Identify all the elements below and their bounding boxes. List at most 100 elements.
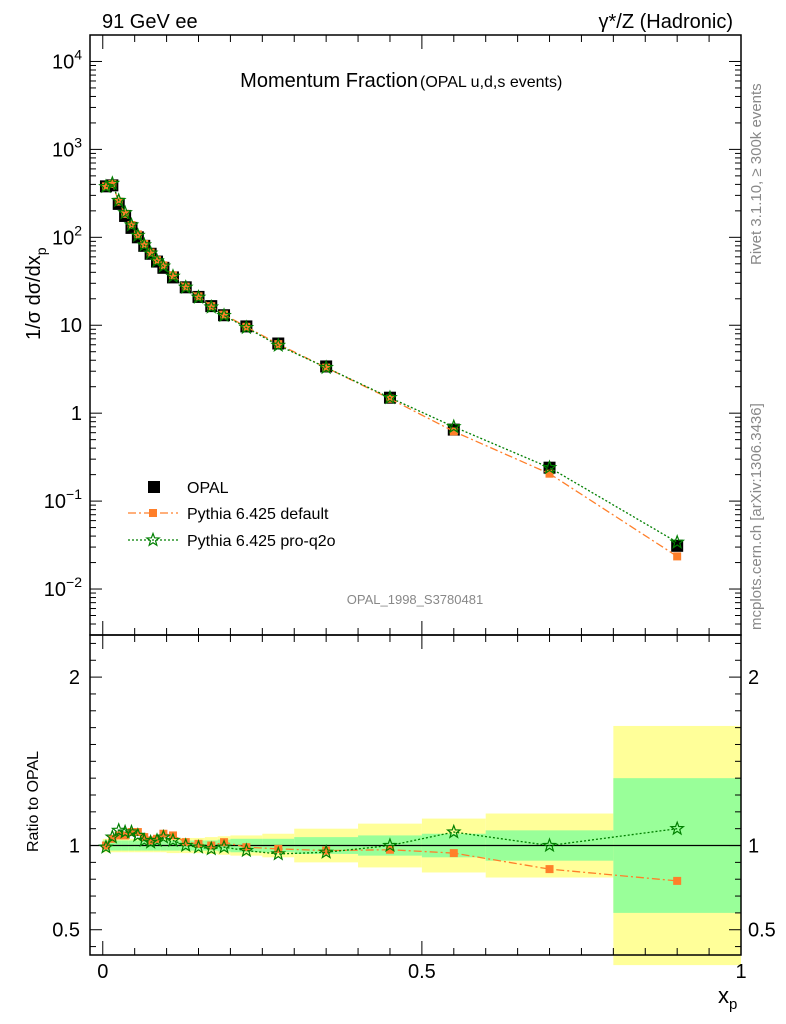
legend-item: Pythia 6.425 pro-q2o (128, 531, 336, 550)
ratio-default-point (449, 849, 458, 858)
pythia-default-point (181, 282, 190, 291)
x-axis-label: xp (718, 983, 737, 1013)
pythia-proq2o-point (104, 175, 121, 191)
ratio-default-point (242, 843, 251, 852)
pythia-proq2o-point (270, 337, 287, 353)
ratio-proq2o-point (318, 844, 334, 859)
legend-label: Pythia 6.425 default (187, 506, 329, 523)
pythia-proq2o-point (165, 268, 181, 283)
pythia-default-point (274, 340, 283, 349)
y-tick-label: 10−2 (44, 574, 82, 601)
pythia-proq2o-point (216, 307, 232, 323)
ratio-default-point (133, 828, 142, 837)
ratio-proq2o-point (98, 838, 114, 854)
ratio-default-point (545, 865, 554, 874)
ratio-default-point (159, 829, 168, 838)
y-tick-label-base: 10 (52, 139, 74, 161)
pythia-proq2o-point (382, 389, 398, 405)
y-axis-label-text: 1/σ dσ/dx (23, 255, 45, 340)
ratio-panel: 0.5 0.51 12 20 0.5 1 Ratio to OPAL xp (25, 634, 776, 1013)
y-tick-label-base: 10 (52, 227, 74, 249)
ratio-default-point (153, 834, 162, 843)
ratio-default-point (140, 833, 149, 842)
ratio-proq2o-point (382, 837, 398, 853)
legend-marker-proq2o (145, 531, 161, 547)
ratio-default-point (194, 839, 203, 848)
pythia-proq2o-point (98, 178, 114, 194)
ratio-proq2o-point (110, 822, 127, 838)
legend: OPAL Pythia 6.425 default Pythia 6.425 pro… (128, 480, 336, 550)
pythia-proq2o-point (177, 279, 194, 294)
pythia-default-line (105, 183, 678, 557)
y-tick-label-exp: 2 (74, 222, 82, 238)
ratio-frame (89, 634, 742, 956)
main-subtitle: (OPAL u,d,s events) (420, 74, 562, 91)
pythia-default-point (140, 239, 149, 248)
ratio-tick-label-left: 2 (69, 667, 80, 689)
ratio-proq2o-point (123, 823, 140, 839)
pythia-proq2o-point (445, 418, 462, 434)
pythia-proq2o-point (130, 227, 146, 243)
pythia-default-point (242, 322, 251, 331)
y-tick-label-exp: 3 (74, 134, 82, 150)
ratio-default-point (127, 828, 136, 837)
pythia-proq2o-point (142, 244, 159, 260)
pythia-proq2o-point (669, 534, 686, 549)
ratio-default-point (322, 846, 331, 855)
y-tick-label-base: 10 (44, 579, 66, 601)
ratio-proq2o-point (270, 845, 287, 861)
pythia-default-point (385, 394, 394, 403)
legend-item: Pythia 6.425 default (128, 506, 329, 523)
legend-label: Pythia 6.425 pro-q2o (187, 533, 336, 550)
pythia-proq2o-line (105, 182, 678, 543)
analysis-watermark: OPAL_1998_S3780481 (347, 592, 483, 607)
pythia-proq2o-point (190, 289, 207, 304)
ratio-proq2o-point (190, 838, 207, 854)
pythia-proq2o-point (541, 459, 558, 475)
pythia-default-point (108, 179, 117, 188)
ratio-proq2o-point (177, 837, 194, 853)
ratio-tick-label-right: 2 (748, 667, 759, 689)
ratio-proq2o-point (155, 828, 172, 844)
ratio-proq2o-point (149, 832, 165, 848)
ratio-tick-label-right: 1 (748, 836, 759, 858)
pythia-proq2o-point (123, 216, 140, 232)
y-axis-label-sub: p (33, 247, 49, 255)
x-tick-label: 0.5 (408, 961, 436, 983)
pythia-proq2o-point (136, 236, 153, 252)
pythia-proq2o-point (117, 204, 133, 220)
ratio-default-point (181, 838, 190, 847)
y-tick-label-exp: 4 (74, 46, 82, 62)
series-pythia-proq2o (98, 175, 686, 549)
header-right: γ*/Z (Hadronic) (599, 11, 733, 33)
series-pythia-default (101, 179, 682, 561)
pythia-proq2o-point (238, 319, 255, 335)
legend-label: OPAL (187, 480, 229, 497)
legend-marker-default (149, 509, 157, 517)
ratio-default-point (108, 834, 117, 843)
ratio-proq2o-point (136, 832, 153, 848)
x-tick-label: 0 (97, 961, 108, 983)
pythia-default-point (449, 427, 458, 436)
pythia-proq2o-point (203, 298, 220, 314)
ratio-proq2o-point (238, 842, 255, 858)
y-tick-label: 104 (52, 46, 82, 73)
pythia-proq2o-point (110, 192, 127, 208)
ratio-tick-label-left: 0.5 (52, 920, 80, 942)
ratio-proq2o-point (541, 837, 558, 853)
pythia-default-point (322, 363, 331, 372)
pythia-default-point (673, 552, 682, 561)
pythia-default-point (146, 248, 155, 257)
pythia-default-point (168, 271, 177, 280)
ratio-proq2o-point (669, 820, 686, 836)
y-tick-label-exp: −1 (66, 486, 82, 502)
legend-marker-opal (148, 481, 160, 493)
ratio-proq2o-point (142, 833, 159, 849)
ratio-tick-label-right: 0.5 (748, 920, 776, 942)
mcplots-label: mcplots.cern.ch [arXiv:1306.3436] (748, 403, 765, 630)
y-tick-label: 10 (60, 315, 82, 337)
pythia-proq2o-point (318, 359, 334, 375)
ratio-default-point (207, 841, 216, 850)
x-axis-label-text: x (718, 983, 729, 1008)
